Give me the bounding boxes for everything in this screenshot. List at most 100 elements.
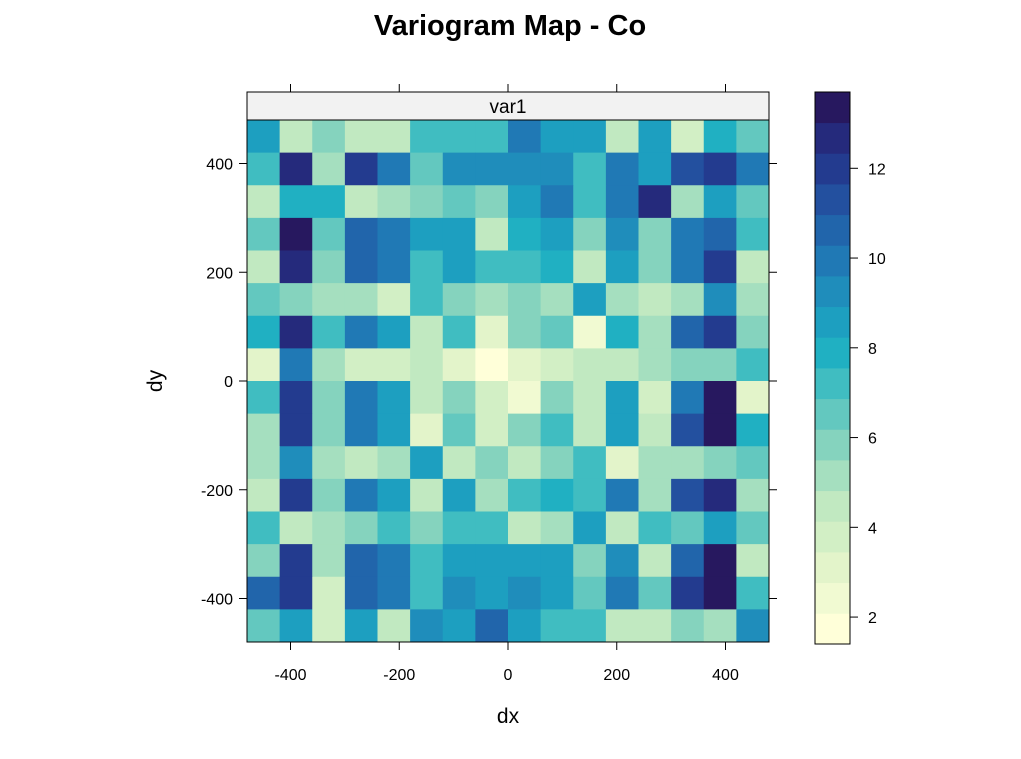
heatmap-cell	[475, 120, 509, 154]
heatmap-cell	[247, 413, 281, 447]
heatmap-cell	[442, 381, 476, 415]
heatmap-cell	[508, 446, 542, 480]
heatmap-cell	[442, 413, 476, 447]
heatmap-cell	[671, 576, 705, 610]
heatmap-cell	[377, 250, 411, 284]
heatmap-cell	[638, 478, 672, 512]
heatmap-cell	[377, 478, 411, 512]
heatmap-cell	[377, 152, 411, 186]
heatmap-cell	[736, 348, 770, 382]
heatmap-cell	[671, 381, 705, 415]
heatmap-cell	[508, 152, 542, 186]
heatmap-cell	[279, 478, 313, 512]
heatmap-cell	[605, 348, 639, 382]
heatmap-cell	[540, 283, 574, 317]
heatmap-cell	[344, 446, 378, 480]
heatmap-cell	[344, 609, 378, 643]
heatmap-cell	[247, 576, 281, 610]
y-tick-label: -200	[201, 483, 233, 500]
heatmap-cell	[703, 446, 737, 480]
heatmap-cell	[344, 283, 378, 317]
colorbar-swatch	[815, 276, 850, 308]
heatmap-cell	[703, 478, 737, 512]
heatmap-cell	[540, 152, 574, 186]
colorbar-tick-label: 12	[868, 161, 886, 178]
heatmap-cell	[540, 315, 574, 349]
x-tick-label: -400	[274, 667, 306, 684]
heatmap-cell	[279, 446, 313, 480]
heatmap-cell	[344, 120, 378, 154]
colorbar-tick-label: 2	[868, 610, 877, 627]
heatmap-cell	[703, 348, 737, 382]
heatmap-cell	[605, 152, 639, 186]
heatmap-cell	[442, 283, 476, 317]
heatmap-cell	[247, 446, 281, 480]
y-axis-label: dy	[144, 369, 167, 392]
colorbar	[814, 91, 851, 645]
heatmap-cell	[703, 576, 737, 610]
heatmap-cell	[671, 152, 705, 186]
heatmap-cell	[410, 185, 444, 219]
heatmap-cell	[377, 120, 411, 154]
heatmap-cell	[247, 283, 281, 317]
heatmap-cell	[540, 576, 574, 610]
chart-title: Variogram Map - Co	[374, 10, 646, 42]
heatmap-cell	[442, 217, 476, 251]
heatmap-cell	[703, 511, 737, 545]
heatmap-cell	[703, 283, 737, 317]
heatmap-cell	[312, 413, 346, 447]
heatmap-cell	[540, 185, 574, 219]
heatmap-cell	[573, 152, 607, 186]
heatmap-cell	[312, 576, 346, 610]
heatmap-cell	[703, 381, 737, 415]
heatmap-cell	[410, 315, 444, 349]
heatmap-cell	[312, 511, 346, 545]
heatmap-cell	[736, 315, 770, 349]
panel-strip	[246, 91, 770, 121]
heatmap-cell	[638, 283, 672, 317]
heatmap-cell	[312, 250, 346, 284]
heatmap-cell	[605, 250, 639, 284]
colorbar-tick-label: 8	[868, 341, 877, 358]
heatmap-cell	[540, 250, 574, 284]
heatmap-cell	[540, 511, 574, 545]
heatmap-cell	[344, 576, 378, 610]
heatmap-cell	[508, 381, 542, 415]
heatmap-cell	[671, 511, 705, 545]
heatmap-cell	[508, 609, 542, 643]
heatmap-cell	[736, 217, 770, 251]
heatmap-cell	[279, 315, 313, 349]
heatmap-cell	[573, 544, 607, 578]
heatmap-cell	[312, 381, 346, 415]
heatmap-cell	[279, 120, 313, 154]
heatmap-cell	[344, 348, 378, 382]
heatmap-cell	[573, 315, 607, 349]
heatmap-cell	[540, 348, 574, 382]
colorbar-swatch	[815, 184, 850, 216]
heatmap-cell	[344, 152, 378, 186]
heatmap-cell	[638, 609, 672, 643]
heatmap-cell	[475, 576, 509, 610]
heatmap-cell	[377, 576, 411, 610]
heatmap-cell	[703, 152, 737, 186]
heatmap-cell	[638, 250, 672, 284]
heatmap-cell	[508, 217, 542, 251]
heatmap-cell	[703, 250, 737, 284]
heatmap-cell	[736, 152, 770, 186]
heatmap-cell	[573, 478, 607, 512]
heatmap-cell	[605, 413, 639, 447]
heatmap-cell	[410, 152, 444, 186]
heatmap-cell	[344, 381, 378, 415]
heatmap-cell	[671, 185, 705, 219]
heatmap-cell	[703, 315, 737, 349]
heatmap-cell	[703, 544, 737, 578]
heatmap-cell	[540, 381, 574, 415]
heatmap-cell	[703, 217, 737, 251]
heatmap-cell	[573, 250, 607, 284]
heatmap-cell	[312, 283, 346, 317]
heatmap-cell	[605, 576, 639, 610]
heatmap-cell	[475, 544, 509, 578]
heatmap-cell	[671, 315, 705, 349]
heatmap-cell	[638, 381, 672, 415]
